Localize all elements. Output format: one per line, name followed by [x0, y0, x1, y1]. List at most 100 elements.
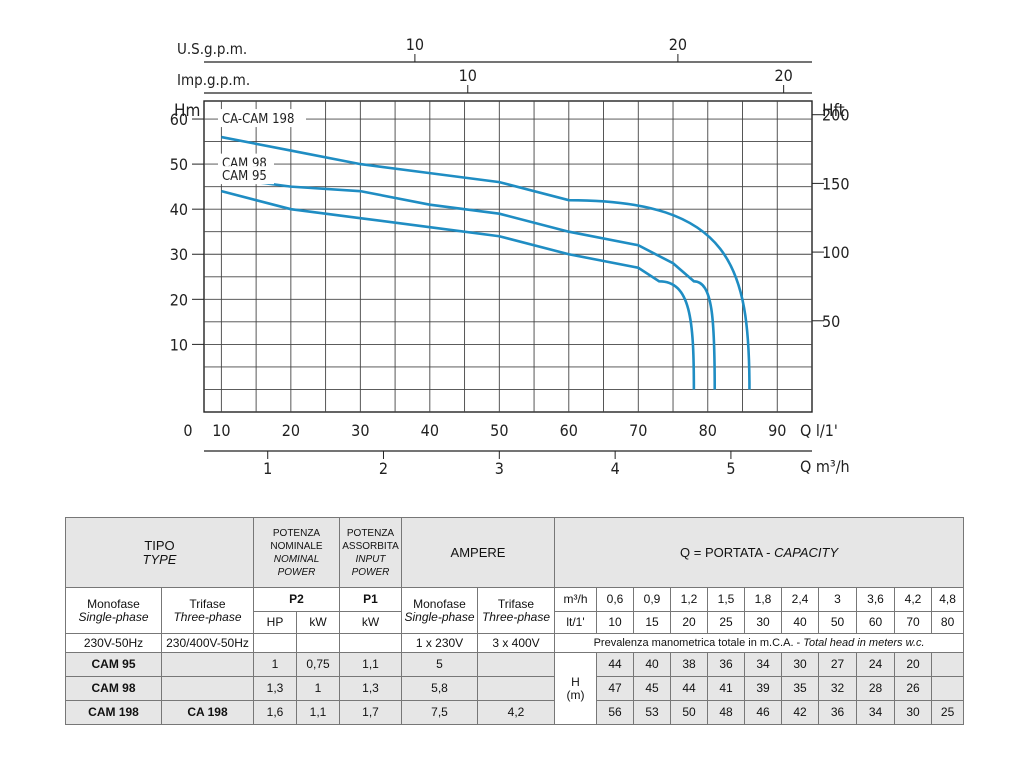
model-tri: [161, 652, 254, 677]
pump-curve: [221, 135, 751, 390]
series-label-text: CA-CAM 198: [222, 112, 294, 127]
head-value: 36: [818, 700, 857, 725]
x-tick-label: 50: [490, 421, 508, 440]
x-tick-label: 30: [351, 421, 369, 440]
q-m3h-cell: 2,4: [781, 587, 819, 612]
head-value: 34: [744, 652, 782, 677]
input-power-header: POTENZA ASSORBITA INPUT POWER: [339, 517, 402, 588]
m3h-tick-label: 2: [379, 459, 388, 478]
amp-mono-value: 5: [401, 652, 478, 677]
amp-monofase-cell: Monofase Single-phase: [401, 587, 478, 634]
right-tick-label: 150: [822, 174, 849, 193]
model-tri: [161, 676, 254, 701]
top-tick-label: 20: [774, 66, 792, 85]
top-tick-label: 20: [669, 35, 687, 54]
tipo-header: TIPO TYPE: [65, 517, 254, 588]
right-tick-label: 200: [822, 106, 849, 125]
kw-p1-cell: kW: [339, 611, 402, 634]
y-tick-label: 10: [170, 335, 188, 354]
series-label: CA-CAM 198: [218, 109, 306, 128]
q-lt-cell: 10: [596, 611, 634, 634]
voltage-mono: 230V-50Hz: [65, 633, 162, 653]
x-tick-label: 80: [699, 421, 717, 440]
hp-value: 1,6: [253, 700, 297, 725]
top-axis-label: Imp.g.p.m.: [177, 71, 250, 89]
q-m3h-cell: 4,8: [930, 587, 965, 612]
head-value: 47: [596, 676, 634, 701]
head-note: Prevalenza manometrica totale in m.C.A. …: [553, 633, 965, 653]
m3h-tick-label: 5: [726, 459, 735, 478]
head-value: 46: [744, 700, 782, 725]
h-label: H (m): [554, 652, 597, 725]
y-tick-label: 20: [170, 290, 188, 309]
q-m3h-cell: 1,5: [707, 587, 745, 612]
q-lt-cell: 60: [856, 611, 895, 634]
right-tick-label: 50: [822, 312, 840, 331]
m3h-tick-label: 3: [495, 459, 504, 478]
p1-value: 1,7: [339, 700, 402, 725]
x-tick-label: 10: [212, 421, 230, 440]
phase-row: Monofase Single-phase Trifase Three-phase …: [65, 587, 965, 634]
table-row: CAM 98 1,3 1 1,3 5,8 47 45 44 41 39 35 3…: [65, 676, 965, 701]
q-lt-cell: 15: [633, 611, 671, 634]
hp-value: 1,3: [253, 676, 297, 701]
series-label: CAM 95: [218, 166, 274, 185]
plot-frame: [203, 100, 813, 413]
head-value: [930, 676, 965, 701]
q-m3h-cell: 1,2: [670, 587, 708, 612]
series-label-bg: [218, 109, 306, 128]
top-tick-label: 10: [459, 66, 477, 85]
head-value: 50: [670, 700, 708, 725]
kw-value: 1,1: [296, 700, 340, 725]
m3h-tick-label: 1: [263, 459, 272, 478]
x-tick-label: 60: [560, 421, 578, 440]
table-row: CAM 95 1 0,75 1,1 5 H (m) 44 40 38 36 34 …: [65, 652, 965, 725]
head-value: [930, 652, 965, 677]
x-tick-label: 40: [421, 421, 439, 440]
q-lt-cell: 50: [818, 611, 857, 634]
x-tick-label: 0: [183, 421, 192, 440]
voltage-row: 230V-50Hz 230/400V-50Hz 1 x 230V 3 x 400…: [65, 633, 965, 653]
series-label-bg: [218, 166, 274, 185]
hp-cell: HP: [253, 611, 297, 634]
y-tick-label: 40: [170, 200, 188, 219]
top-tick-label: 10: [406, 35, 424, 54]
specs-table: TIPO TYPE POTENZA NOMINALE NOMINAL POWER P…: [65, 517, 965, 725]
p1-cell: P1: [339, 587, 402, 612]
x-axis-label: Q l/1': [800, 421, 838, 440]
amp-trifase-cell: Trifase Three-phase: [477, 587, 555, 634]
trifase-cell: Trifase Three-phase: [161, 587, 254, 634]
head-value: 27: [818, 652, 857, 677]
m3h-axis-label: Q m³/h: [800, 457, 850, 476]
x-tick-label: 70: [629, 421, 647, 440]
q-m3h-cell: 3: [818, 587, 857, 612]
model-mono: CAM 95: [65, 652, 162, 677]
y-tick-label: 60: [170, 110, 188, 129]
head-value: 34: [856, 700, 895, 725]
top-axis-label: U.S.g.p.m.: [177, 40, 247, 58]
chart-curves: [221, 135, 751, 390]
y-axis-label: Hm: [174, 101, 200, 121]
series-label-text: CAM 95: [222, 169, 267, 184]
q-lt-cell: 25: [707, 611, 745, 634]
head-value: 39: [744, 676, 782, 701]
head-value: 36: [707, 652, 745, 677]
head-value: 24: [856, 652, 895, 677]
head-value: 44: [596, 652, 634, 677]
amp-voltage-mono: 1 x 230V: [401, 633, 478, 653]
kw-value: 0,75: [296, 652, 340, 677]
table-row: CAM 198 CA 198 1,6 1,1 1,7 7,5 4,2 56 53…: [65, 700, 965, 725]
m3h-label: m³/h: [554, 587, 597, 612]
q-m3h-cell: 1,8: [744, 587, 782, 612]
x-tick-label: 90: [768, 421, 786, 440]
q-m3h-cell: 4,2: [894, 587, 932, 612]
head-value: 30: [894, 700, 932, 725]
head-value: 41: [707, 676, 745, 701]
m3h-tick-label: 4: [611, 459, 620, 478]
amp-tri-value: [477, 676, 555, 701]
q-lt-cell: 40: [781, 611, 819, 634]
p1-value: 1,3: [339, 676, 402, 701]
ampere-header: AMPERE: [401, 517, 555, 588]
